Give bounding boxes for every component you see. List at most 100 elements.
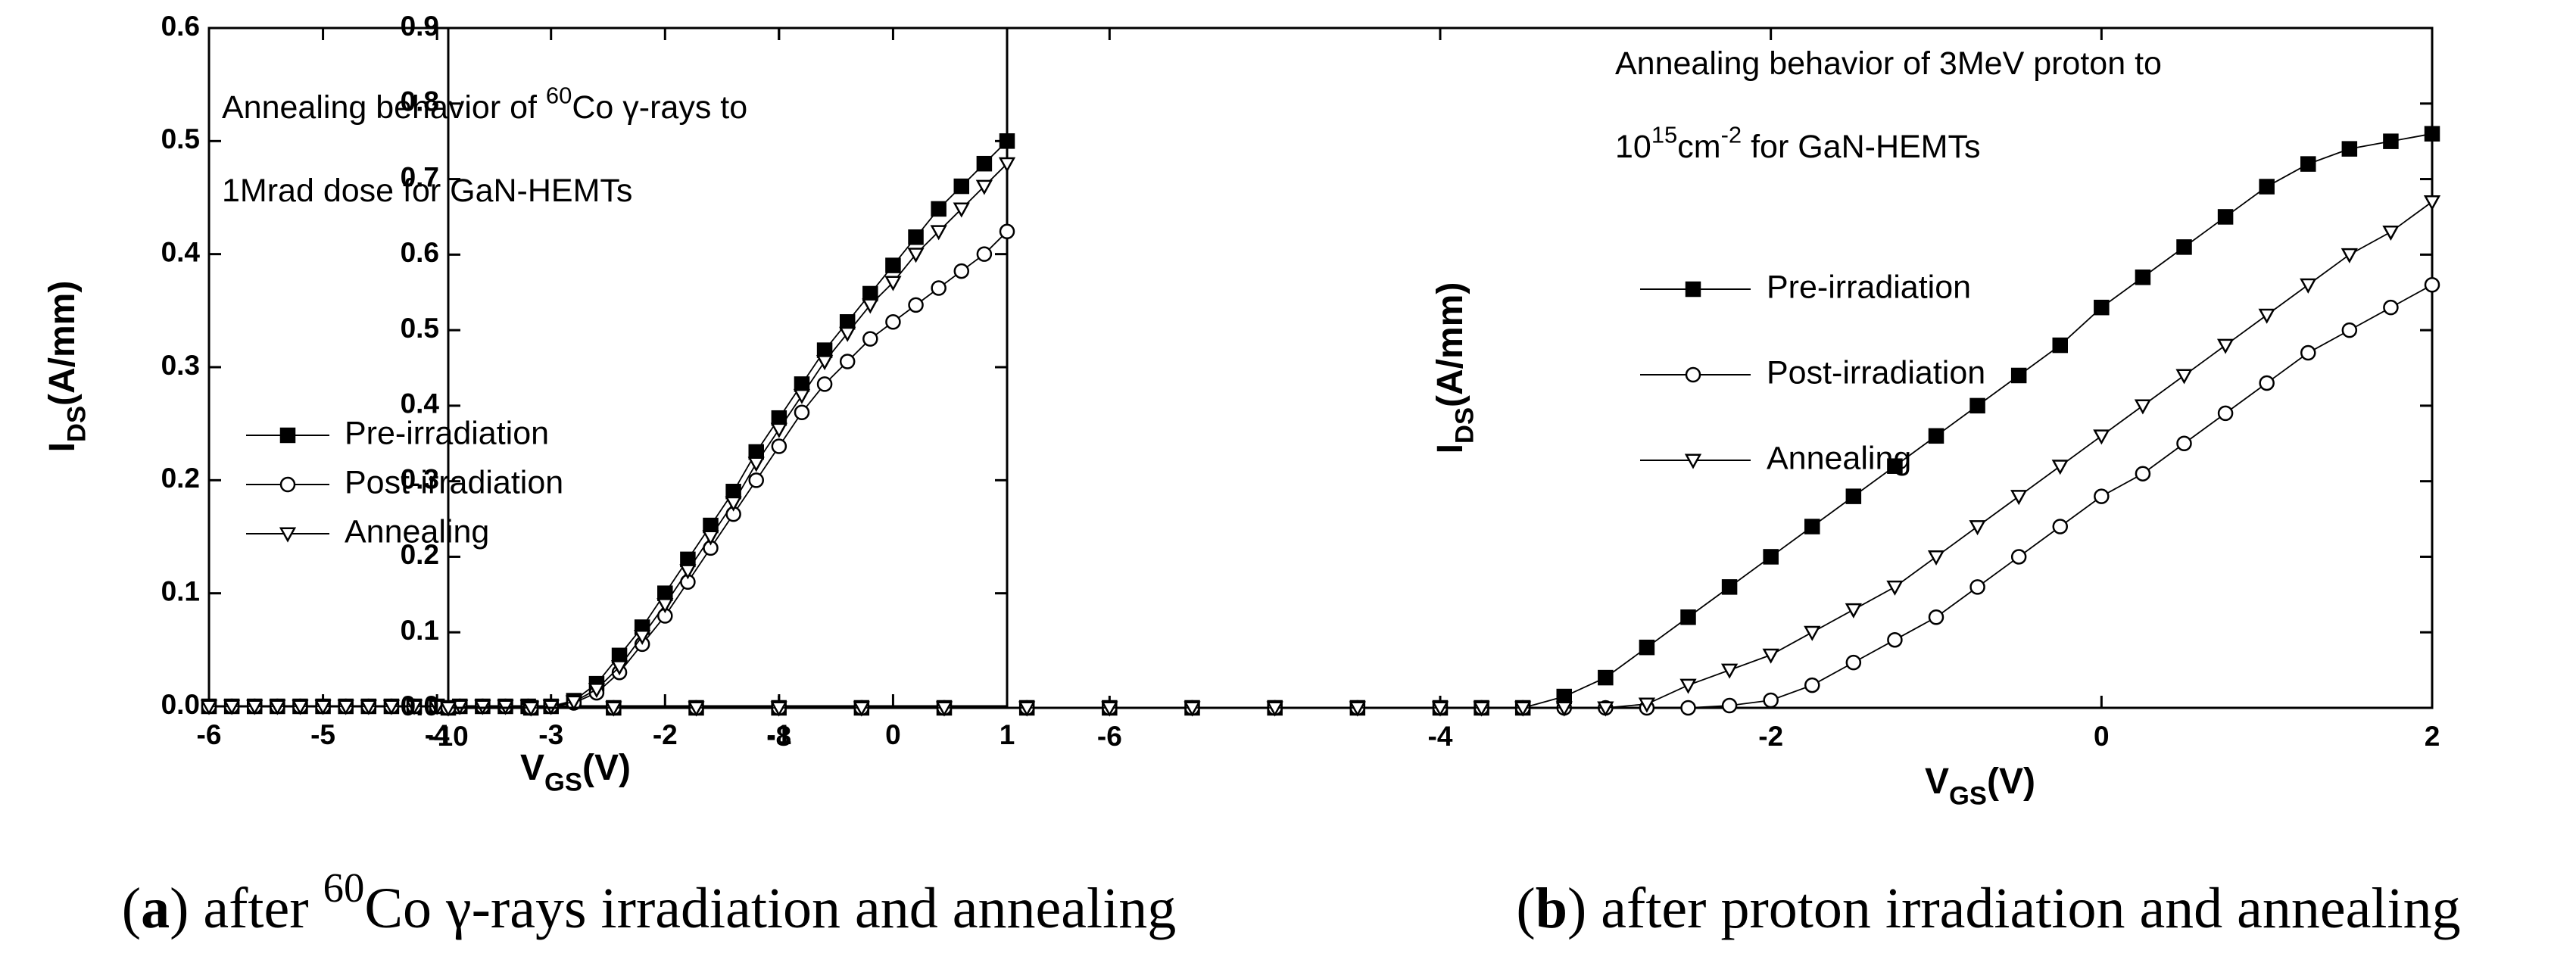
marker-square xyxy=(2217,209,2234,225)
marker-square xyxy=(931,201,947,217)
marker-triangle xyxy=(1514,701,1532,717)
marker-triangle xyxy=(292,700,309,715)
marker-circle xyxy=(1887,631,1903,648)
marker-circle xyxy=(1804,677,1820,693)
marker-circle xyxy=(2300,344,2316,361)
marker-square xyxy=(2135,270,2151,285)
series-line xyxy=(448,201,2433,709)
marker-circle xyxy=(1928,609,1944,625)
marker-triangle xyxy=(382,700,401,715)
marker-triangle xyxy=(2175,369,2193,385)
marker-square xyxy=(1680,609,1696,625)
x-tick-label: -10 xyxy=(428,721,468,752)
marker-circle xyxy=(794,404,810,420)
marker-triangle xyxy=(839,326,856,342)
chart-panel: 0.00.10.20.30.40.50.60.70.80.9-10 -8 -6 -4-… xyxy=(401,11,2461,940)
annotation: 1015cm-2 for GaN-HEMTs xyxy=(1615,122,1981,165)
marker-triangle xyxy=(200,700,218,715)
marker-square xyxy=(2424,126,2440,142)
marker-circle xyxy=(2010,549,2027,565)
marker-triangle xyxy=(1845,603,1862,619)
marker-triangle xyxy=(1473,701,1490,717)
y-tick-label: 0.9 xyxy=(401,11,439,42)
marker-square xyxy=(1845,488,1862,504)
marker-triangle xyxy=(522,701,540,717)
series-line xyxy=(448,132,2433,709)
x-axis-label: VGS(V) xyxy=(1925,762,2035,810)
marker-triangle xyxy=(1431,701,1449,717)
marker-circle xyxy=(279,476,296,493)
marker-triangle xyxy=(2093,429,2110,445)
marker-triangle xyxy=(1266,701,1283,717)
marker-square xyxy=(1721,579,1738,595)
marker-triangle xyxy=(816,355,834,371)
marker-square xyxy=(862,285,878,302)
marker-triangle xyxy=(747,457,765,472)
x-tick-label: -1 xyxy=(766,719,791,750)
marker-triangle xyxy=(2382,225,2400,241)
marker-triangle xyxy=(853,701,870,717)
marker-square xyxy=(1763,549,1779,565)
series-line xyxy=(209,231,1008,707)
annotation: Annealing behavior of 3MeV proton to xyxy=(1615,45,2162,82)
marker-circle xyxy=(816,376,833,392)
x-tick-label: -4 xyxy=(425,719,450,750)
legend-label: Pre-irradiation xyxy=(1767,269,1971,305)
y-tick-label: 0.0 xyxy=(401,690,439,721)
marker-circle xyxy=(839,354,856,369)
marker-triangle xyxy=(2216,338,2235,354)
marker-triangle xyxy=(314,700,332,715)
x-tick-label: -2 xyxy=(653,719,678,750)
legend-label: Pre-irradiation xyxy=(345,415,549,451)
marker-triangle xyxy=(2341,248,2358,263)
marker-triangle xyxy=(634,629,651,645)
marker-triangle xyxy=(935,701,953,717)
marker-circle xyxy=(2217,405,2234,422)
marker-triangle xyxy=(1720,663,1739,679)
marker-circle xyxy=(2094,488,2110,504)
x-tick-label: 1 xyxy=(1000,719,1015,750)
marker-square xyxy=(2094,299,2110,316)
marker-triangle xyxy=(2134,399,2152,415)
marker-circle xyxy=(931,280,947,296)
caption: (b) after proton irradiation and anneali… xyxy=(1516,877,2460,940)
marker-square xyxy=(2383,133,2399,149)
marker-triangle xyxy=(907,248,925,263)
marker-triangle xyxy=(1638,697,1656,713)
marker-square xyxy=(976,155,993,172)
marker-triangle xyxy=(2010,490,2028,506)
marker-triangle xyxy=(998,157,1016,173)
y-tick-label: 0.2 xyxy=(401,539,439,570)
marker-triangle xyxy=(1804,625,1821,641)
marker-triangle xyxy=(279,527,297,543)
y-tick-label: 0.6 xyxy=(161,11,200,42)
y-tick-label: 0.7 xyxy=(401,161,439,192)
legend-label: Post-irradiation xyxy=(345,464,563,500)
marker-square xyxy=(999,133,1015,149)
marker-triangle xyxy=(862,298,879,314)
marker-square xyxy=(1598,669,1614,686)
marker-circle xyxy=(2052,519,2068,534)
marker-circle xyxy=(1721,697,1738,714)
chart-panel: 0.00.10.20.30.40.50.6-6 -5 -4 -3 -2 -1 0 1Pre-i… xyxy=(42,11,1176,940)
marker-circle xyxy=(999,223,1015,240)
marker-triangle xyxy=(1349,701,1366,717)
marker-square xyxy=(2176,239,2192,255)
y-tick-label: 0.3 xyxy=(401,463,439,494)
y-tick-label: 0.0 xyxy=(161,689,200,720)
marker-triangle xyxy=(1597,701,1614,717)
y-tick-label: 0.4 xyxy=(161,236,201,267)
marker-circle xyxy=(862,331,878,347)
marker-triangle xyxy=(269,700,286,715)
series-line xyxy=(209,140,1008,707)
marker-triangle xyxy=(246,700,264,715)
marker-circle xyxy=(1685,366,1701,383)
marker-triangle xyxy=(429,700,446,715)
marker-triangle xyxy=(610,660,628,676)
y-tick-label: 0.1 xyxy=(401,615,439,646)
marker-circle xyxy=(748,472,764,488)
x-tick-label: 2 xyxy=(2425,721,2440,752)
marker-triangle xyxy=(337,700,354,715)
marker-triangle xyxy=(975,179,993,195)
